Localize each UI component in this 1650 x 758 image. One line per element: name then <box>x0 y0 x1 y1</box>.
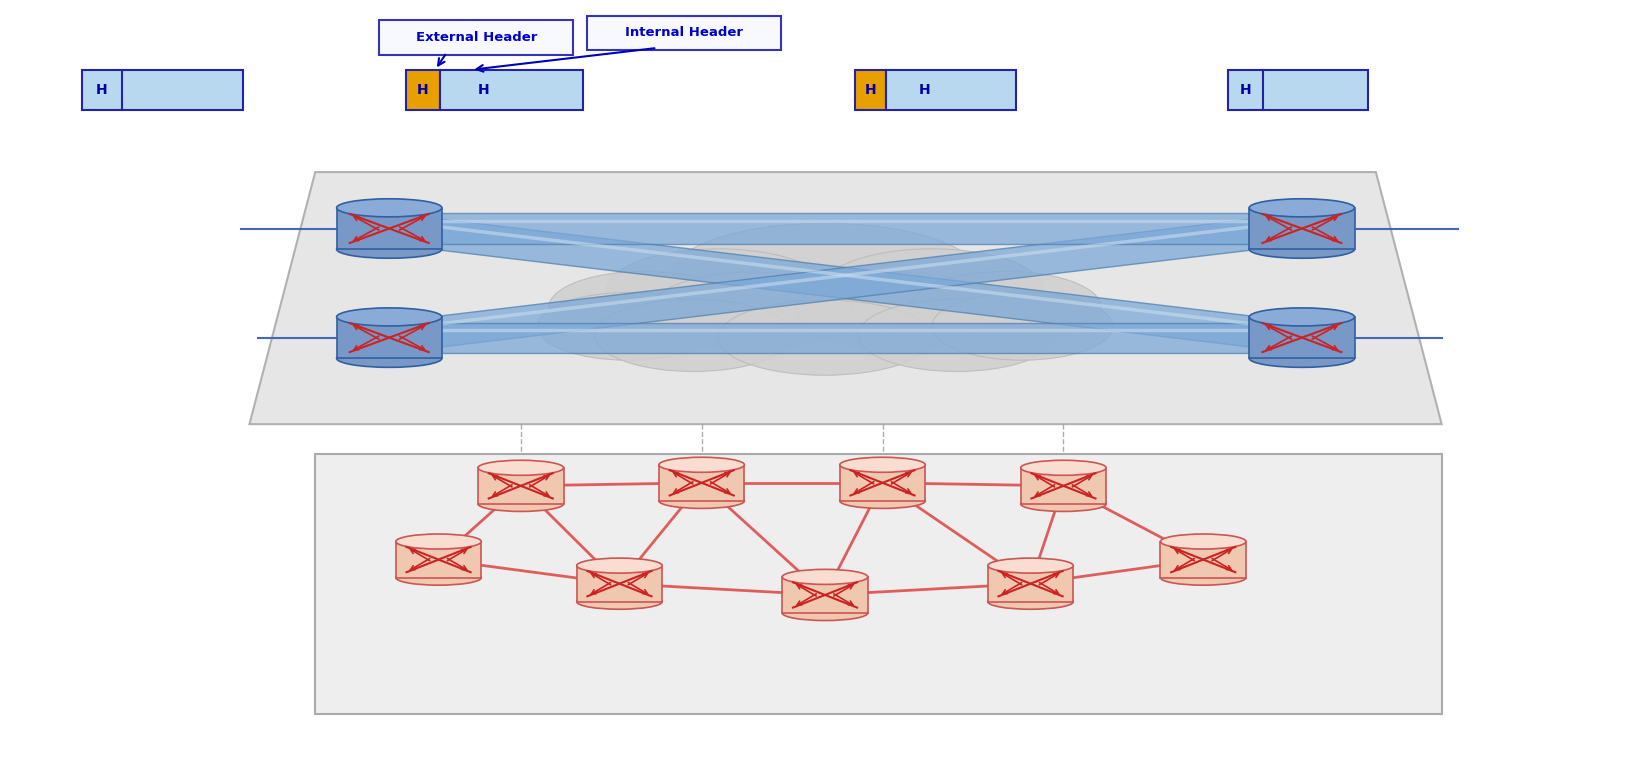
Polygon shape <box>1249 208 1355 249</box>
Polygon shape <box>1021 468 1106 504</box>
Polygon shape <box>1160 541 1246 578</box>
Ellipse shape <box>1160 534 1246 549</box>
FancyBboxPatch shape <box>380 20 574 55</box>
Ellipse shape <box>658 457 744 472</box>
Polygon shape <box>782 577 868 613</box>
Ellipse shape <box>538 293 718 360</box>
Polygon shape <box>315 454 1442 714</box>
Text: H: H <box>96 83 107 97</box>
Ellipse shape <box>337 240 442 258</box>
Ellipse shape <box>378 323 401 352</box>
Ellipse shape <box>478 496 564 512</box>
Ellipse shape <box>797 272 1002 350</box>
Polygon shape <box>396 541 482 578</box>
Polygon shape <box>840 465 926 501</box>
Polygon shape <box>578 565 662 602</box>
Polygon shape <box>337 208 442 249</box>
Text: H: H <box>417 83 429 97</box>
Ellipse shape <box>840 493 926 509</box>
Text: Internal Header: Internal Header <box>625 27 742 39</box>
Ellipse shape <box>1021 496 1106 512</box>
Ellipse shape <box>648 272 853 350</box>
Text: H: H <box>865 83 876 97</box>
Ellipse shape <box>988 594 1072 609</box>
FancyBboxPatch shape <box>406 70 441 110</box>
Ellipse shape <box>782 569 868 584</box>
Ellipse shape <box>549 271 739 343</box>
Ellipse shape <box>396 570 482 585</box>
Ellipse shape <box>820 249 1044 331</box>
Text: H: H <box>919 83 931 97</box>
FancyBboxPatch shape <box>82 70 243 110</box>
Ellipse shape <box>932 293 1112 360</box>
Polygon shape <box>249 172 1442 424</box>
Ellipse shape <box>478 460 564 475</box>
Ellipse shape <box>578 558 662 573</box>
Ellipse shape <box>396 534 482 549</box>
Ellipse shape <box>1290 214 1313 243</box>
Ellipse shape <box>606 249 830 331</box>
Ellipse shape <box>378 214 401 243</box>
Ellipse shape <box>911 271 1101 343</box>
Ellipse shape <box>668 224 982 331</box>
Ellipse shape <box>988 558 1072 573</box>
Ellipse shape <box>578 594 662 609</box>
Ellipse shape <box>1160 570 1246 585</box>
Ellipse shape <box>1021 460 1106 475</box>
Polygon shape <box>381 214 1310 352</box>
FancyBboxPatch shape <box>1228 70 1368 110</box>
Ellipse shape <box>858 299 1056 371</box>
Text: H: H <box>477 83 488 97</box>
Polygon shape <box>381 214 1310 352</box>
FancyBboxPatch shape <box>441 70 582 110</box>
Polygon shape <box>1249 317 1355 359</box>
Ellipse shape <box>594 299 792 371</box>
Polygon shape <box>389 323 1302 352</box>
Ellipse shape <box>1290 323 1313 352</box>
Ellipse shape <box>658 493 744 509</box>
Ellipse shape <box>1249 349 1355 368</box>
Ellipse shape <box>718 300 932 375</box>
Polygon shape <box>658 465 744 501</box>
Polygon shape <box>988 565 1072 602</box>
Polygon shape <box>478 468 564 504</box>
Text: External Header: External Header <box>416 31 536 44</box>
FancyBboxPatch shape <box>855 70 886 110</box>
Polygon shape <box>337 317 442 359</box>
Ellipse shape <box>337 349 442 368</box>
FancyBboxPatch shape <box>586 16 780 50</box>
Ellipse shape <box>1249 240 1355 258</box>
Text: H: H <box>1239 83 1251 97</box>
FancyBboxPatch shape <box>886 70 1016 110</box>
Ellipse shape <box>1249 308 1355 326</box>
Ellipse shape <box>337 308 442 326</box>
Ellipse shape <box>1249 199 1355 217</box>
Ellipse shape <box>782 606 868 621</box>
Ellipse shape <box>840 457 926 472</box>
Ellipse shape <box>337 199 442 217</box>
Polygon shape <box>389 214 1302 243</box>
